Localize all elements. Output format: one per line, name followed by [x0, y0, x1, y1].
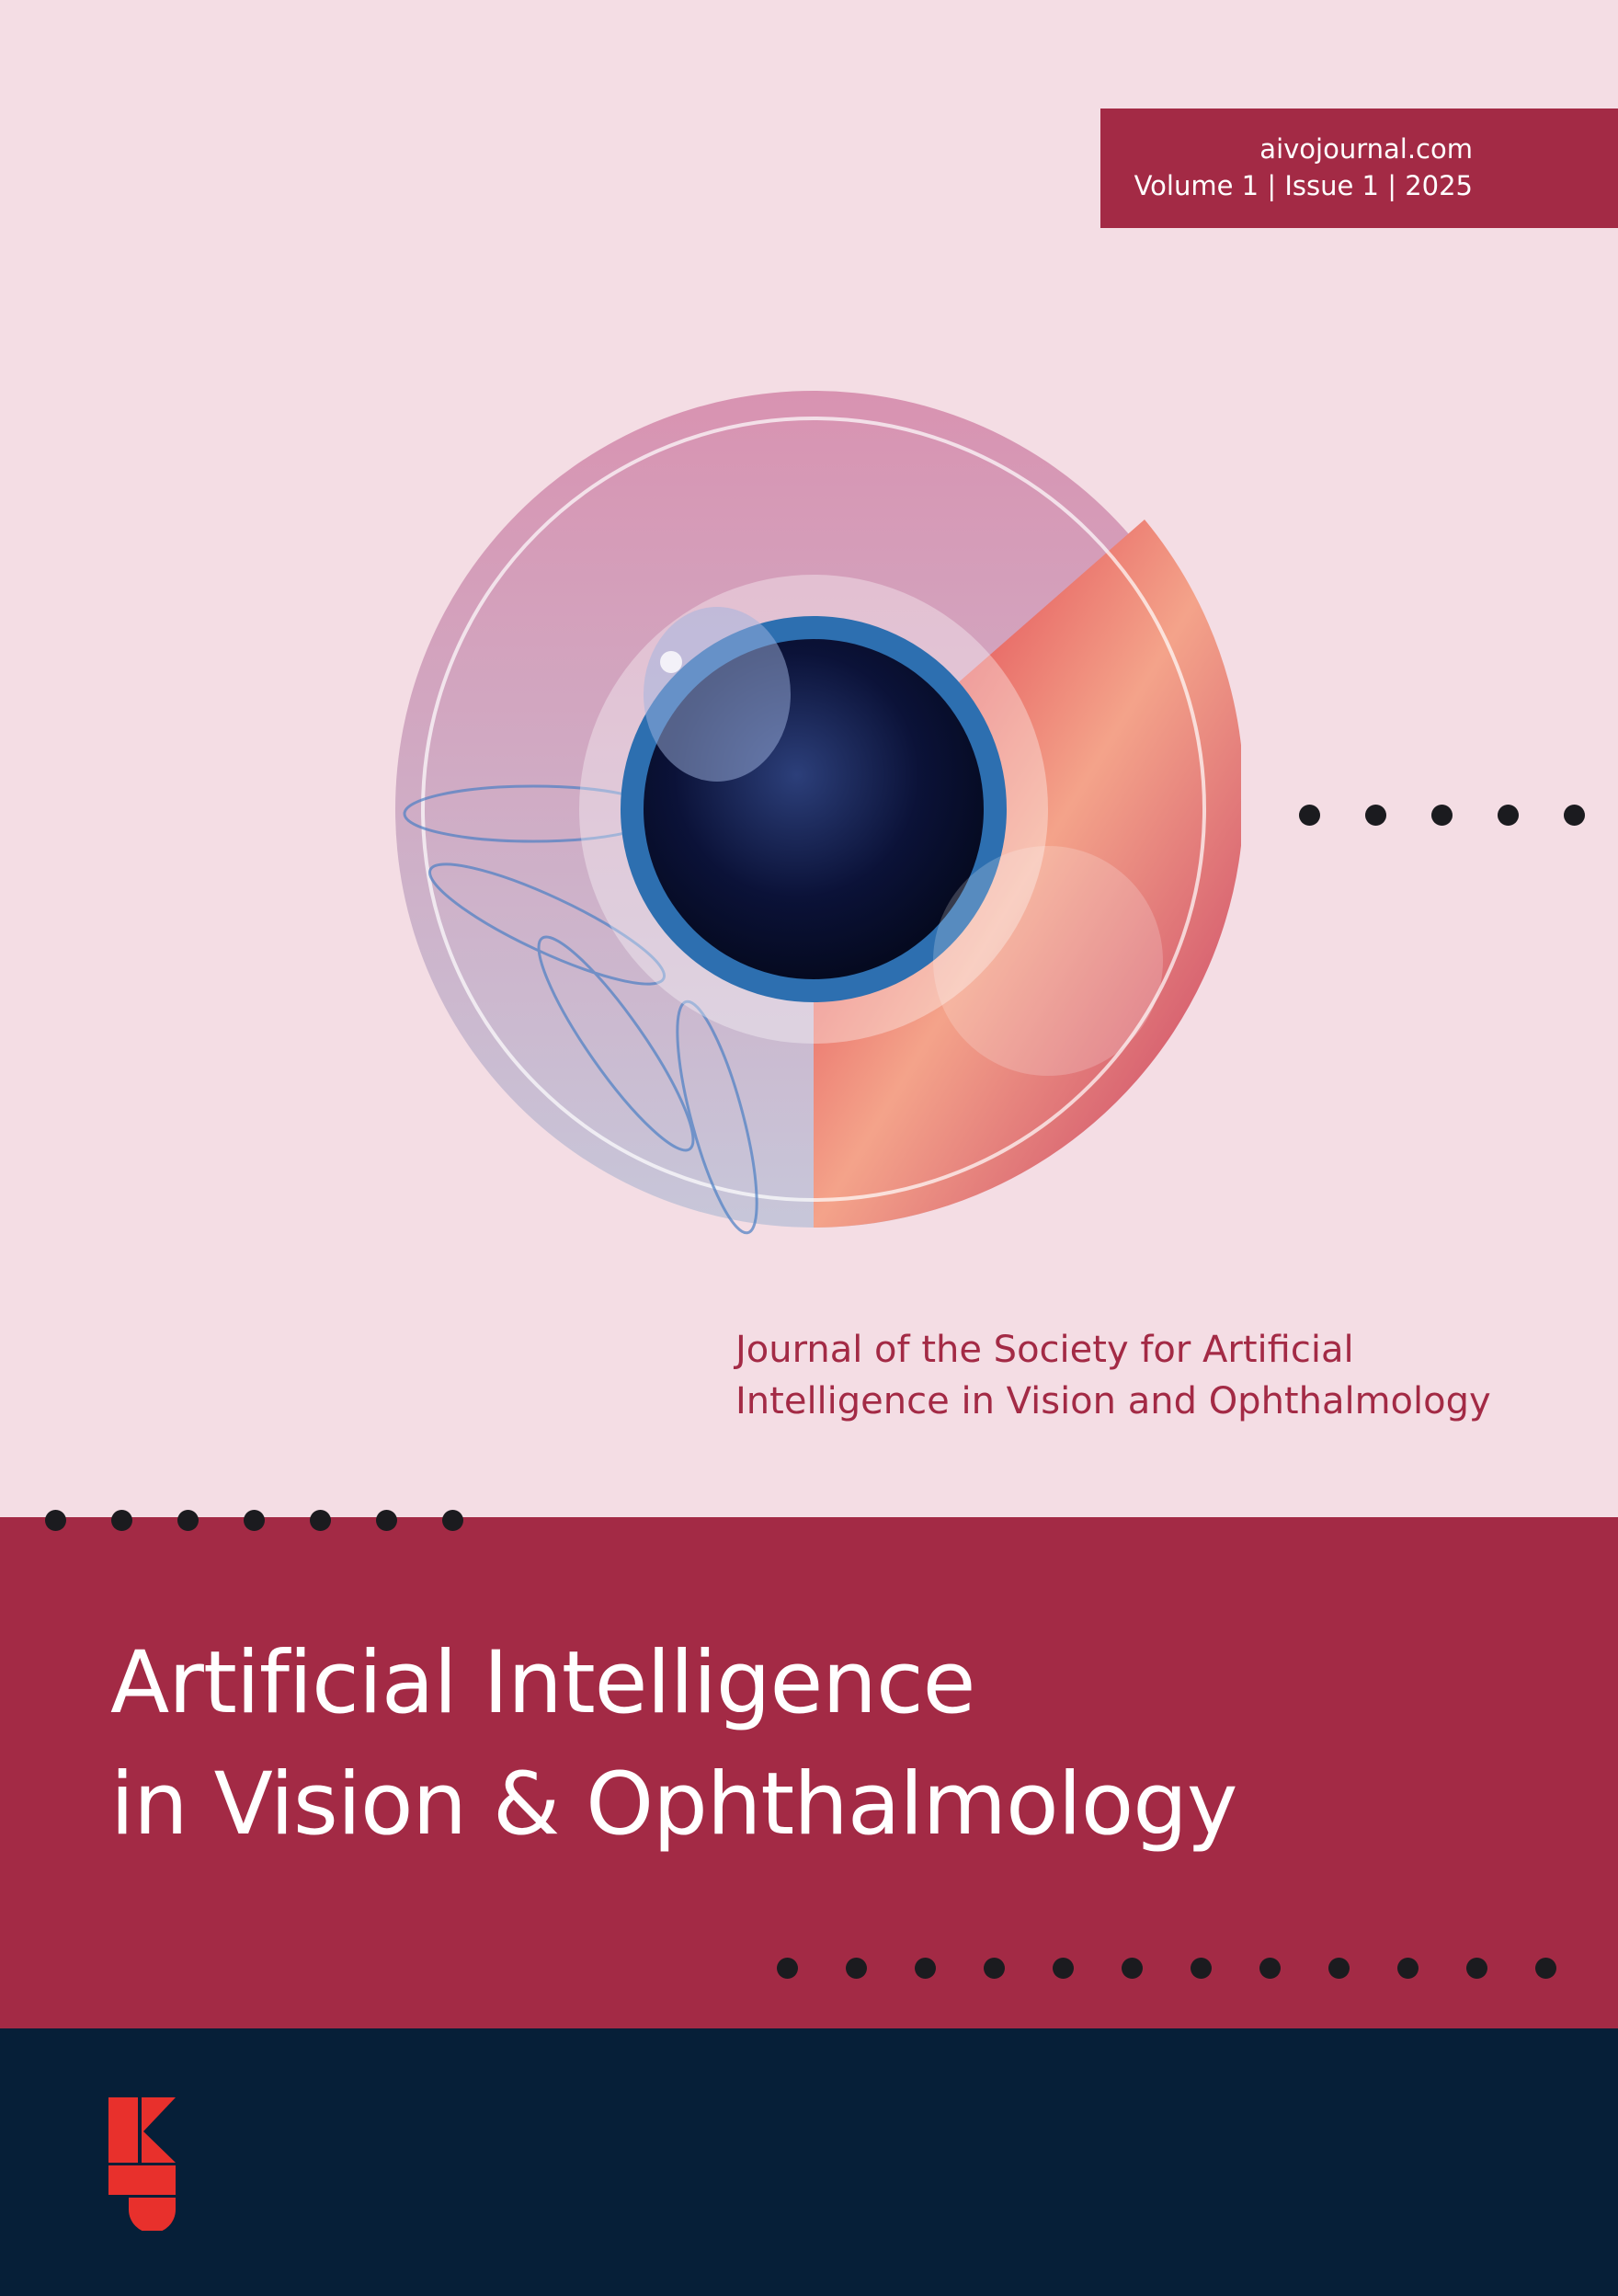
eye-illustration-icon — [395, 391, 1241, 1235]
decorative-dots-bottom — [777, 1958, 1556, 1979]
website: aivojournal.com — [1259, 133, 1473, 165]
decorative-dots-right — [1299, 805, 1585, 826]
journal-subtitle: Journal of the Society for Artificial In… — [735, 1324, 1491, 1427]
issue-line: Volume 1 | Issue 1 | 2025 — [1134, 170, 1473, 201]
footer — [0, 2028, 1618, 2296]
title-line-1: Artificial Intelligence — [110, 1633, 975, 1733]
issue-info-box: aivojournal.com Volume 1 | Issue 1 | 202… — [1100, 109, 1618, 228]
decorative-dots-left — [45, 1510, 463, 1531]
title-band — [0, 1517, 1618, 2028]
journal-title: Artificial Intelligence in Vision & Opht… — [110, 1623, 1238, 1866]
k-logo-icon — [108, 2097, 176, 2231]
subtitle-line-2: Intelligence in Vision and Ophthalmology — [735, 1380, 1491, 1422]
title-line-2: in Vision & Ophthalmology — [110, 1754, 1238, 1855]
subtitle-line-1: Journal of the Society for Artificial — [735, 1329, 1354, 1371]
